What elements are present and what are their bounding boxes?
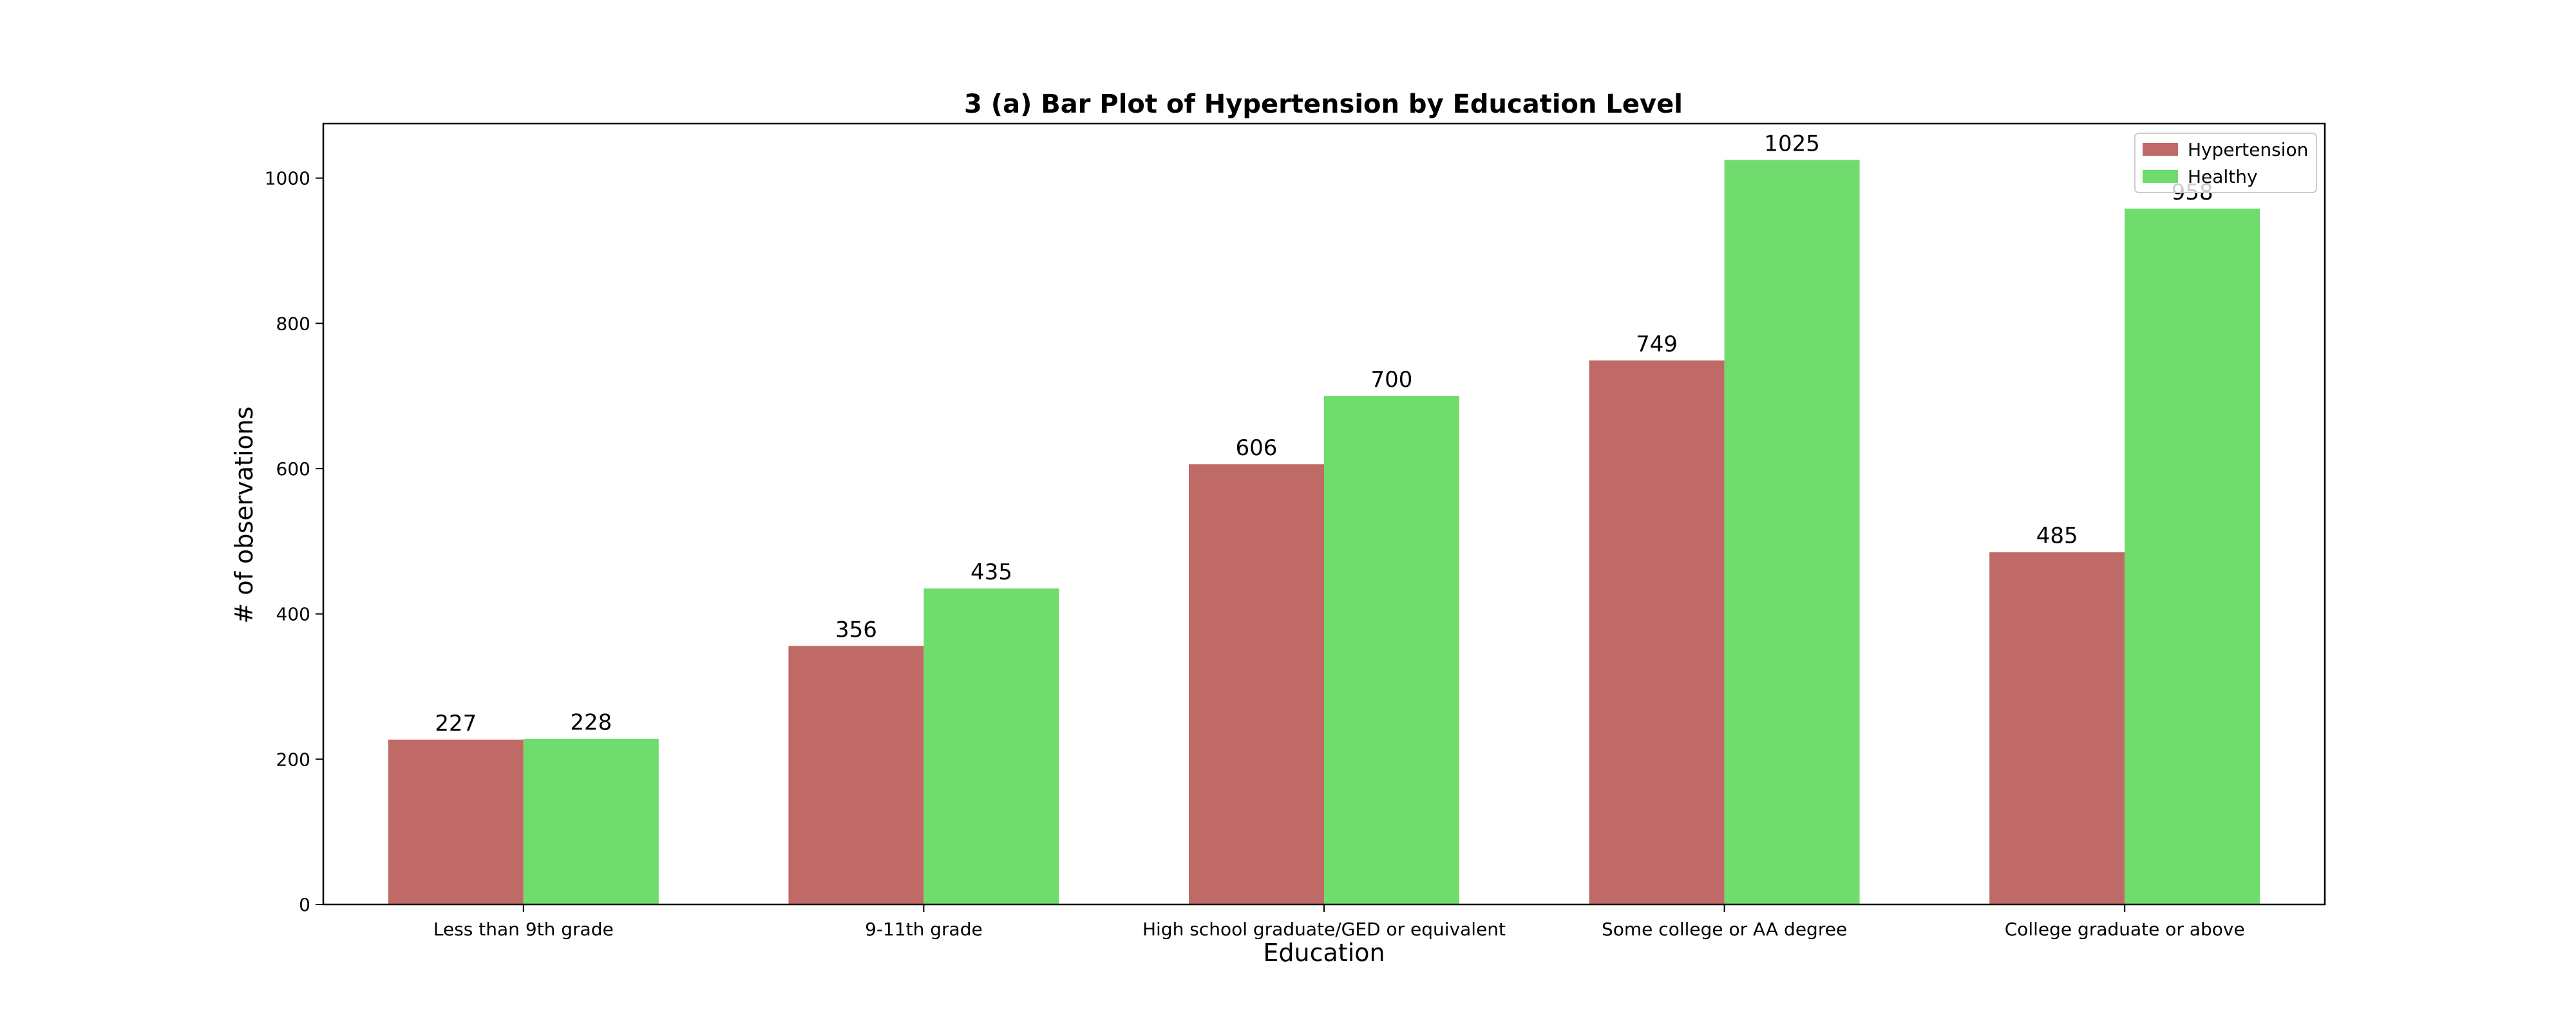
y-axis-label: # of observations <box>230 406 258 623</box>
data-label-healthy-2: 700 <box>1371 367 1413 393</box>
bar-hypertension-1 <box>788 646 924 904</box>
y-tick-label: 800 <box>276 313 310 334</box>
chart-title: 3 (a) Bar Plot of Hypertension by Educat… <box>964 89 1683 119</box>
bar-hypertension-2 <box>1189 464 1324 904</box>
x-tick-label: College graduate or above <box>2005 919 2245 940</box>
bars <box>388 160 2260 905</box>
data-label-hypertension-4: 485 <box>2036 523 2078 549</box>
data-label-hypertension-0: 227 <box>435 711 477 736</box>
bar-healthy-4 <box>2125 209 2260 904</box>
data-label-hypertension-2: 606 <box>1236 435 1278 461</box>
x-tick-label: Less than 9th grade <box>433 919 614 940</box>
y-tick-label: 0 <box>299 894 310 915</box>
bar-hypertension-4 <box>1989 552 2125 904</box>
x-axis-ticks: Less than 9th grade 9-11th grade High scho… <box>433 904 2245 940</box>
data-label-hypertension-1: 356 <box>835 617 877 642</box>
data-label-healthy-1: 435 <box>971 559 1012 585</box>
y-tick-label: 600 <box>276 458 310 480</box>
axes-frame <box>322 122 2326 906</box>
legend-label-hypertension: Hypertension <box>2188 139 2308 160</box>
bar-hypertension-3 <box>1589 360 1725 904</box>
bar-hypertension-0 <box>388 739 524 904</box>
data-label-healthy-0: 228 <box>570 710 612 736</box>
bar-healthy-3 <box>1724 160 1860 905</box>
bar-healthy-1 <box>923 588 1059 904</box>
data-label-hypertension-3: 749 <box>1636 332 1678 357</box>
y-tick-label: 400 <box>276 604 310 625</box>
x-tick-label: Some college or AA degree <box>1602 919 1847 940</box>
y-axis-ticks: 0 200 400 600 800 1000 <box>265 168 323 915</box>
legend-box <box>2134 133 2317 193</box>
y-tick-label: 1000 <box>265 168 310 189</box>
x-tick-label: High school graduate/GED or equivalent <box>1142 919 1506 940</box>
data-label-healthy-3: 1025 <box>1764 131 1820 156</box>
plot-area: 2272283564356067007491025485958 02004006… <box>265 122 2326 940</box>
legend: Hypertension Healthy <box>2134 133 2317 193</box>
legend-label-healthy: Healthy <box>2188 166 2258 187</box>
legend-swatch-hypertension <box>2143 143 2178 156</box>
y-tick-label: 200 <box>276 749 310 770</box>
x-axis-label: Education <box>1263 939 1385 967</box>
x-tick-label: 9-11th grade <box>865 919 983 940</box>
legend-swatch-healthy <box>2143 170 2178 183</box>
bar-healthy-2 <box>1324 396 1459 904</box>
bar-healthy-0 <box>523 738 659 904</box>
